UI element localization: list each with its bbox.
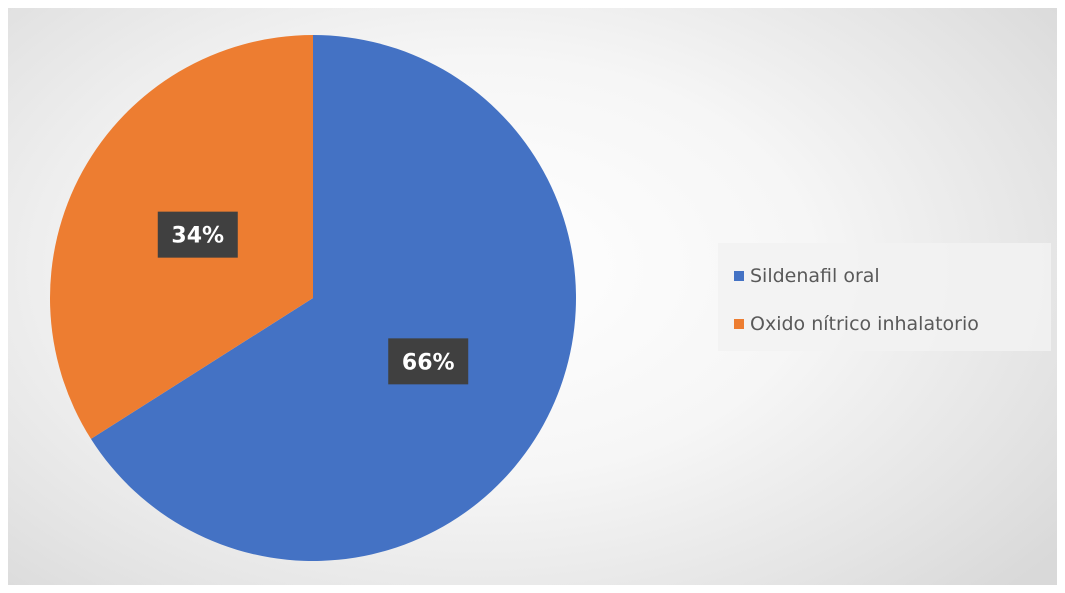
legend: Sildenafil oral Oxido nítrico inhalatori… <box>718 243 1051 351</box>
legend-item-oxido-nitrico: Oxido nítrico inhalatorio <box>734 313 979 335</box>
data-label-box <box>157 211 238 258</box>
data-label-text: 34% <box>171 224 224 249</box>
chart-area: 66% 34% Sildenafil oral Oxido nítrico inh… <box>8 8 1057 585</box>
legend-item-sildenafil: Sildenafil oral <box>734 265 880 287</box>
data-label-box <box>388 338 469 385</box>
legend-swatch-oxido-nitrico <box>734 319 744 329</box>
data-label-text: 66% <box>402 350 455 375</box>
legend-label-sildenafil: Sildenafil oral <box>750 265 880 287</box>
pie-chart: 66% 34% <box>50 35 577 562</box>
legend-label-oxido-nitrico: Oxido nítrico inhalatorio <box>750 313 979 335</box>
data-label-oxido-nitrico: 34% <box>157 211 238 258</box>
data-label-sildenafil: 66% <box>388 338 469 385</box>
legend-swatch-sildenafil <box>734 271 744 281</box>
slice-sildenafil <box>90 35 577 562</box>
